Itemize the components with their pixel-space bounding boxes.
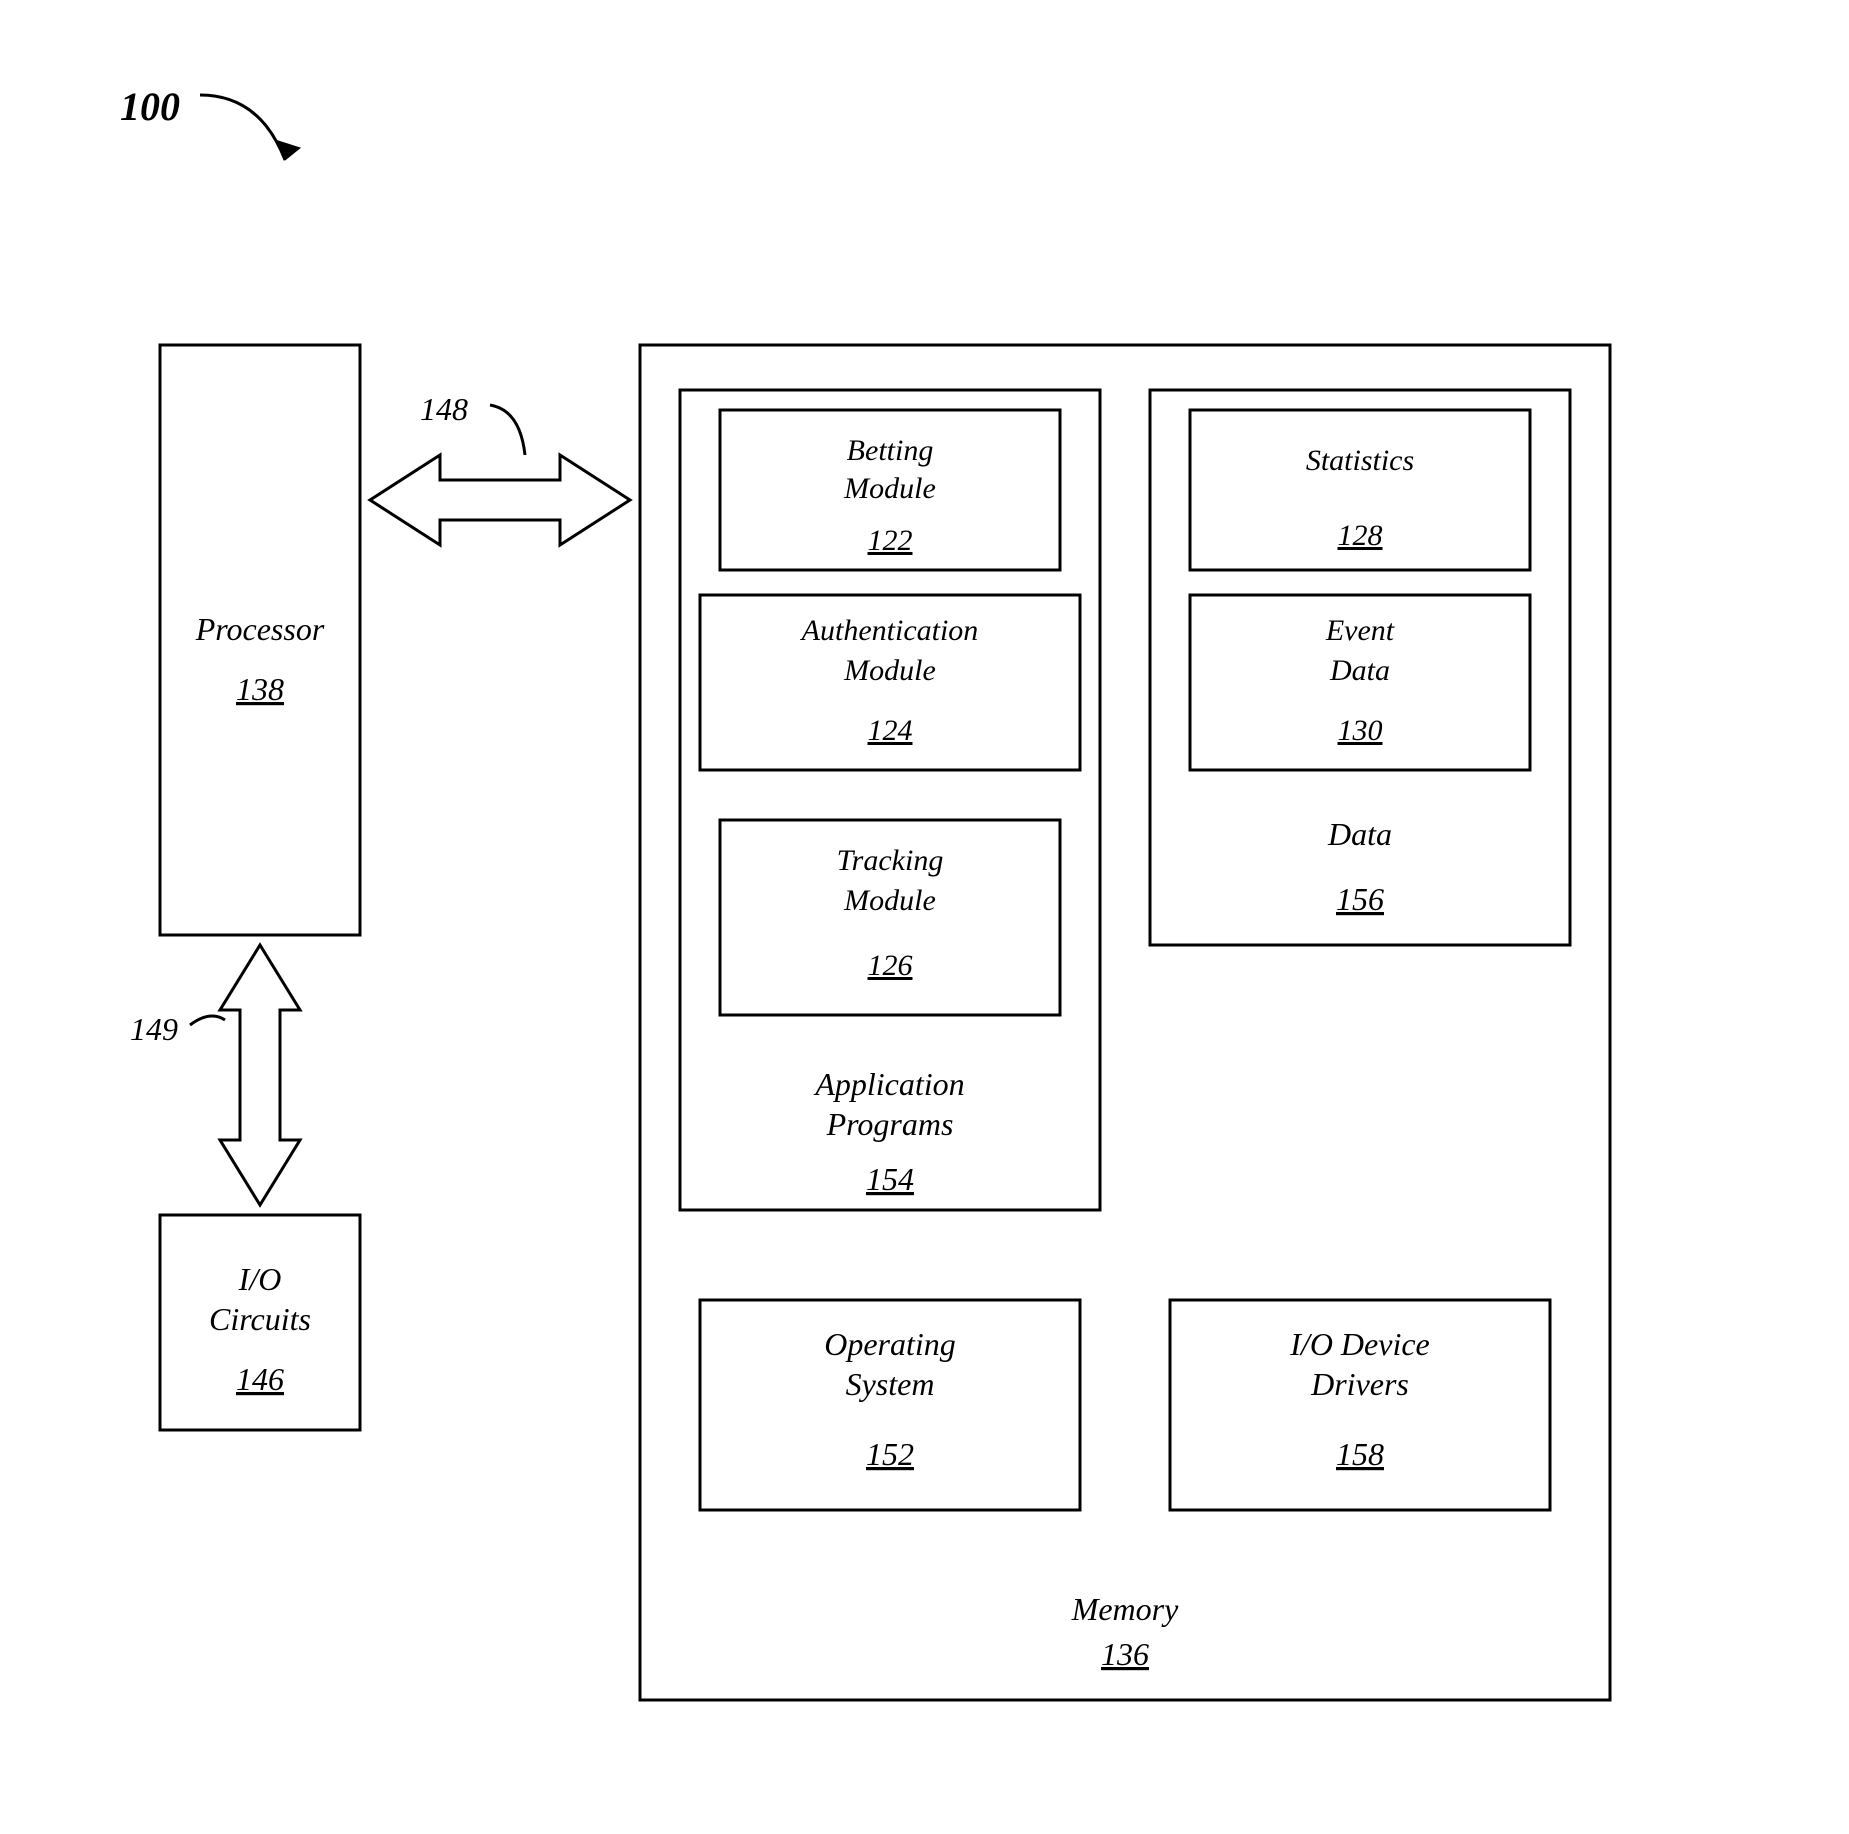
os-label1: Operating	[824, 1326, 956, 1362]
app-programs-label1: Application	[813, 1066, 964, 1102]
event-label2: Data	[1329, 654, 1390, 687]
vertical-arrow-curve	[190, 1016, 225, 1025]
data-label: Data	[1327, 816, 1392, 852]
diagram-root: 100 Processor 138 I/O Circuits 146 149 1…	[0, 0, 1849, 1834]
figure-ref: 100	[120, 84, 180, 129]
horizontal-arrow-label: 148	[420, 391, 468, 427]
drivers-num: 158	[1336, 1436, 1384, 1472]
auth-label1: Authentication	[800, 614, 979, 647]
os-num: 152	[866, 1436, 914, 1472]
betting-label1: Betting	[847, 434, 934, 467]
auth-label2: Module	[843, 654, 936, 687]
memory-num: 136	[1101, 1636, 1149, 1672]
os-label2: System	[846, 1366, 935, 1402]
tracking-label2: Module	[843, 884, 936, 917]
processor-label: Processor	[195, 611, 325, 647]
io-circuits-label1: I/O	[238, 1261, 282, 1297]
app-programs-label2: Programs	[826, 1106, 954, 1142]
io-circuits-label2: Circuits	[209, 1301, 311, 1337]
stats-num: 128	[1338, 519, 1383, 552]
io-circuits-num: 146	[236, 1361, 284, 1397]
figure-ref-arrowhead	[275, 140, 300, 160]
betting-num: 122	[868, 524, 913, 557]
event-num: 130	[1338, 714, 1383, 747]
stats-label: Statistics	[1306, 444, 1414, 477]
memory-label: Memory	[1071, 1591, 1179, 1627]
auth-num: 124	[868, 714, 913, 747]
tracking-num: 126	[868, 949, 913, 982]
processor-num: 138	[236, 671, 284, 707]
memory-box	[640, 345, 1610, 1700]
figure-ref-curve	[200, 95, 285, 160]
event-label1: Event	[1325, 614, 1395, 647]
vertical-arrow	[220, 945, 300, 1205]
drivers-label2: Drivers	[1310, 1366, 1409, 1402]
horizontal-arrow	[370, 455, 630, 545]
drivers-label1: I/O Device	[1289, 1326, 1429, 1362]
tracking-label1: Tracking	[837, 844, 944, 877]
data-num: 156	[1336, 881, 1384, 917]
betting-label2: Module	[843, 472, 936, 505]
app-programs-num: 154	[866, 1161, 914, 1197]
horizontal-arrow-curve	[490, 405, 525, 455]
vertical-arrow-label: 149	[130, 1011, 178, 1047]
